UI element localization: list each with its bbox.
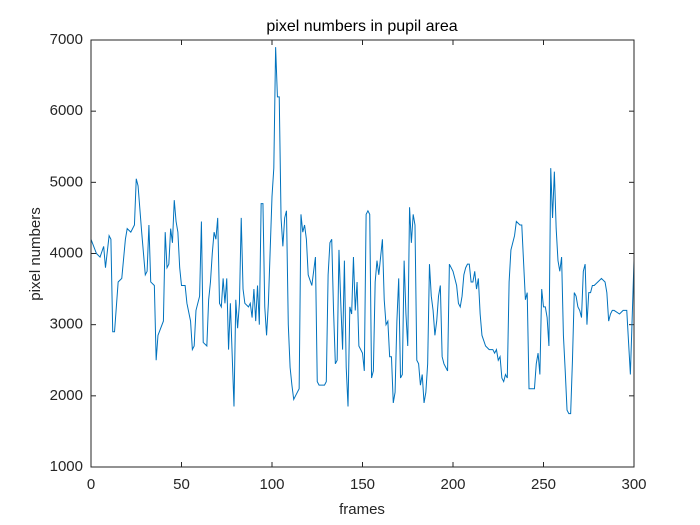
x-tick-label: 0 [87,476,95,493]
y-tick-label: 7000 [50,31,83,48]
y-tick-label: 3000 [50,316,83,333]
x-tick-label: 200 [440,476,465,493]
y-tick-label: 2000 [50,387,83,404]
axes-box [90,39,635,468]
x-tick-label: 150 [350,476,375,493]
x-axis-label: frames [339,501,385,518]
y-tick-label: 6000 [50,102,83,119]
x-tick-label: 50 [173,476,190,493]
y-tick-label: 5000 [50,173,83,190]
data-line [90,47,635,415]
chart-title: pixel numbers in pupil area [266,18,457,35]
x-tick-label: 250 [531,476,556,493]
y-tick-label: 4000 [50,244,83,261]
y-tick-label: 1000 [50,458,83,475]
x-tick-label: 100 [259,476,284,493]
x-tick-label: 300 [621,476,646,493]
y-axis-label: pixel numbers [27,207,44,300]
plot-area [91,40,634,467]
